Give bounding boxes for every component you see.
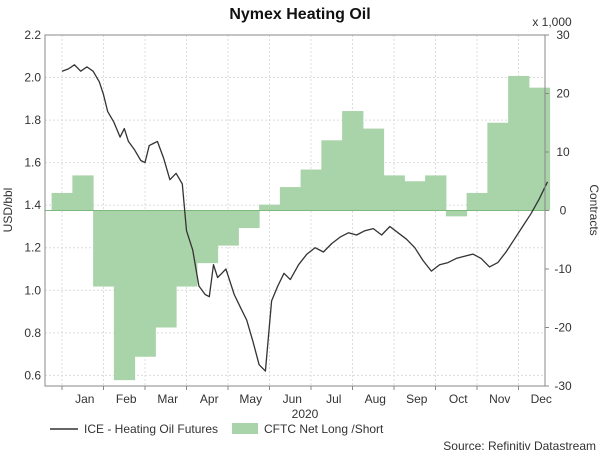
cftc-bar-11 [279, 187, 302, 211]
cftc-bar-16 [383, 175, 405, 211]
left-axis-label: USD/bbl [1, 188, 15, 233]
cftc-bar-10 [259, 204, 281, 211]
x-tick-label-apr: Apr [200, 392, 219, 406]
cftc-bar-15 [362, 128, 385, 211]
cftc-bar-18 [425, 175, 447, 211]
left-tick-label-8: 2.2 [24, 28, 41, 42]
left-tick-label-2: 1.0 [24, 283, 41, 297]
cftc-bar-1 [72, 175, 94, 211]
cftc-bar-22 [508, 75, 530, 211]
right-tick-label-6: 30 [556, 28, 570, 42]
cftc-bar-0 [51, 192, 73, 211]
right-tick-label-4: 10 [556, 145, 570, 159]
x-tick-label-oct: Oct [449, 392, 468, 406]
cftc-bar-6 [176, 210, 198, 287]
legend-area-swatch [232, 423, 258, 434]
cftc-bar-17 [404, 181, 426, 211]
heating-oil-line-path [61, 64, 549, 372]
left-tick-label-3: 1.2 [24, 241, 41, 255]
x-tick-label-nov: Nov [489, 392, 510, 406]
cftc-bar-5 [155, 210, 177, 328]
left-tick-label-4: 1.4 [24, 198, 41, 212]
right-tick-label-1: -20 [554, 321, 572, 335]
x-axis-ticks: Jan Feb Mar Apr May Jun Jul Aug Sep Oct Nov Dec [61, 386, 552, 406]
x-tick-label-dec: Dec [531, 392, 552, 406]
right-axis-ticks: -30 -20 -10 0 10 20 30 [545, 28, 572, 393]
x-tick-label-sep: Sep [406, 392, 428, 406]
left-tick-label-1: 0.8 [24, 326, 41, 340]
cftc-bar-3 [113, 210, 136, 381]
chart-title: Nymex Heating Oil [229, 6, 370, 23]
source-note: Source: Refinitiv Datastream [443, 439, 596, 453]
cftc-bar-20 [466, 192, 488, 211]
left-axis-ticks: 0.6 0.8 1.0 1.2 1.4 1.6 1.8 2.0 2.2 [24, 28, 41, 382]
left-tick-label-5: 1.6 [24, 156, 41, 170]
x-axis-label: 2020 [292, 407, 319, 421]
right-tick-label-3: 0 [560, 204, 567, 218]
cftc-bar-14 [342, 111, 364, 211]
legend-label-cftc: CFTC Net Long /Short [264, 422, 384, 436]
x-tick-label-jun: Jun [283, 392, 302, 406]
x-tick-label-feb: Feb [116, 392, 137, 406]
right-tick-label-0: -30 [554, 379, 572, 393]
x-tick-label-aug: Aug [365, 392, 386, 406]
heating-oil-line [61, 64, 549, 372]
cftc-bar-12 [300, 169, 322, 211]
left-tick-label-7: 2.0 [24, 71, 41, 85]
left-tick-label-6: 1.8 [24, 113, 41, 127]
cftc-bar-9 [238, 210, 260, 229]
x-tick-label-may: May [239, 392, 262, 406]
right-tick-label-2: -10 [554, 262, 572, 276]
cftc-bar-23 [528, 87, 551, 211]
cftc-bar-7 [196, 210, 219, 264]
right-axis-label: Contracts [587, 184, 600, 235]
cftc-bar-2 [93, 210, 115, 287]
legend-label-heating-oil: ICE - Heating Oil Futures [84, 422, 218, 436]
right-tick-label-5: 20 [556, 87, 570, 101]
left-tick-label-0: 0.6 [24, 368, 41, 382]
cftc-bar-13 [321, 140, 343, 211]
cftc-bar-21 [487, 122, 509, 211]
cftc-bar-19 [445, 210, 468, 217]
cftc-bar-8 [217, 210, 239, 246]
x-tick-label-jan: Jan [75, 392, 94, 406]
cftc-bar-4 [134, 210, 156, 357]
legend: ICE - Heating Oil Futures CFTC Net Long … [50, 422, 384, 436]
x-tick-label-mar: Mar [157, 392, 178, 406]
right-axis-unit: x 1,000 [532, 15, 572, 29]
x-tick-label-jul: Jul [326, 392, 341, 406]
cftc-net-bars [45, 75, 551, 381]
